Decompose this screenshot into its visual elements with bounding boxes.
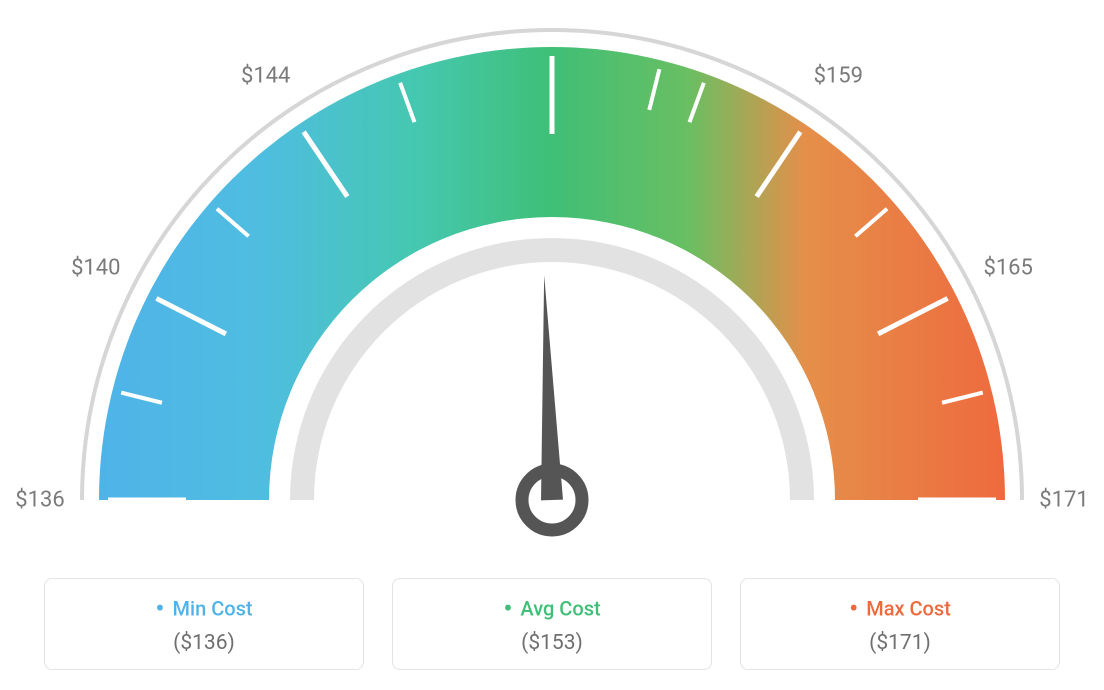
legend-value: ($153): [393, 631, 711, 655]
tick-label: $153: [527, 0, 576, 1]
gauge-svg: [0, 0, 1104, 560]
gauge-chart: $136 $140 $144 $153 $159 $165 $171: [0, 0, 1104, 560]
tick-label: $159: [814, 63, 863, 88]
legend-card: Avg Cost ($153): [392, 578, 712, 670]
legend-card: Max Cost ($171): [740, 578, 1060, 670]
tick-label: $136: [15, 488, 64, 513]
legend-row: Min Cost ($136) Avg Cost ($153) Max Cost ($17…: [0, 578, 1104, 670]
legend-value: ($171): [741, 631, 1059, 655]
tick-label: $144: [241, 63, 290, 88]
legend-title: Avg Cost: [393, 595, 711, 625]
tick-label: $165: [983, 255, 1032, 280]
tick-label: $171: [1039, 488, 1088, 513]
legend-title: Min Cost: [45, 595, 363, 625]
legend-card: Min Cost ($136): [44, 578, 364, 670]
legend-value: ($136): [45, 631, 363, 655]
tick-label: $140: [71, 255, 120, 280]
legend-title: Max Cost: [741, 595, 1059, 625]
